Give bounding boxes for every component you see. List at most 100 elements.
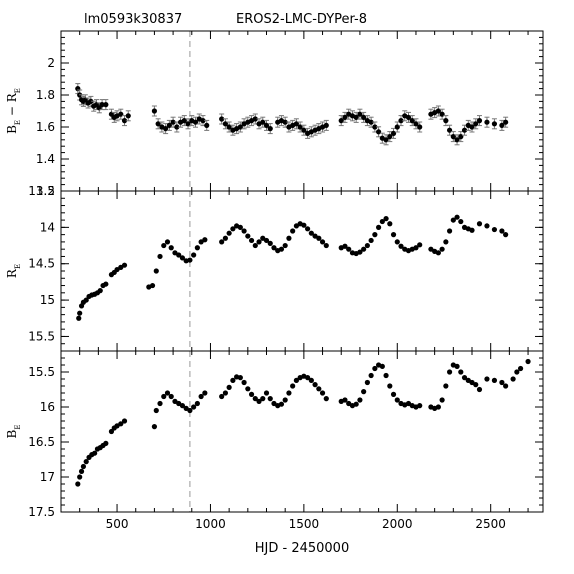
data-point bbox=[174, 124, 180, 130]
x-tick-label: 1500 bbox=[289, 517, 320, 531]
data-point bbox=[282, 242, 288, 249]
data-point bbox=[372, 124, 378, 130]
data-point bbox=[267, 396, 273, 402]
data-point bbox=[161, 242, 167, 249]
chart-title: EROS2-LMC-DYPer-8 bbox=[236, 12, 368, 27]
data-point bbox=[286, 235, 292, 241]
data-point bbox=[271, 245, 277, 251]
data-point bbox=[484, 223, 490, 229]
data-point bbox=[219, 239, 225, 245]
data-point bbox=[108, 428, 115, 435]
data-point bbox=[364, 242, 370, 249]
panel-frame bbox=[60, 190, 544, 352]
y-tick-label: 15.5 bbox=[28, 329, 55, 343]
data-point bbox=[413, 245, 419, 251]
data-point bbox=[398, 118, 404, 124]
data-point bbox=[387, 383, 393, 389]
data-point bbox=[83, 297, 89, 303]
y-tick-label: 15 bbox=[40, 293, 55, 307]
data-point bbox=[187, 407, 193, 414]
data-point bbox=[390, 391, 397, 397]
data-point bbox=[92, 450, 98, 456]
data-point bbox=[484, 119, 490, 125]
panel-frame bbox=[60, 350, 544, 513]
data-point bbox=[153, 268, 159, 274]
data-point bbox=[245, 386, 251, 392]
data-point bbox=[164, 239, 171, 245]
data-point bbox=[342, 397, 348, 403]
panel-top: 1.2 1.4 1.6 1.8 2 BE − RE bbox=[5, 30, 544, 198]
data-point bbox=[282, 397, 288, 403]
y-tick-label: 14.5 bbox=[28, 257, 55, 271]
data-point bbox=[176, 252, 182, 258]
data-point bbox=[503, 232, 509, 238]
data-point bbox=[80, 463, 87, 470]
y-tick-label: 16.5 bbox=[28, 435, 55, 449]
data-point bbox=[368, 119, 374, 125]
data-point bbox=[372, 365, 378, 372]
data-point bbox=[252, 396, 258, 402]
data-point bbox=[323, 396, 329, 402]
data-point bbox=[383, 137, 389, 143]
data-point bbox=[187, 257, 193, 263]
data-point bbox=[338, 118, 344, 124]
data-point bbox=[525, 358, 531, 365]
data-point bbox=[458, 369, 464, 375]
data-point bbox=[301, 222, 307, 228]
data-point bbox=[241, 379, 247, 386]
data-point bbox=[446, 228, 453, 234]
data-point bbox=[121, 118, 128, 124]
y-axis-label: BE bbox=[5, 425, 22, 439]
data-point bbox=[202, 237, 208, 243]
data-point bbox=[88, 98, 94, 104]
data-point bbox=[151, 108, 158, 114]
data-point bbox=[316, 235, 322, 241]
data-point bbox=[78, 468, 85, 474]
data-point bbox=[394, 397, 400, 403]
data-point bbox=[491, 377, 498, 383]
data-point bbox=[179, 403, 186, 409]
data-point bbox=[461, 375, 468, 381]
data-point bbox=[361, 389, 367, 395]
data-point bbox=[248, 237, 255, 244]
data-point bbox=[226, 230, 232, 236]
data-point bbox=[263, 237, 270, 244]
data-point bbox=[230, 377, 236, 383]
data-point bbox=[342, 243, 348, 249]
data-point bbox=[346, 246, 352, 252]
x-tick-label: 2000 bbox=[382, 517, 413, 531]
data-point bbox=[125, 113, 131, 119]
data-point bbox=[83, 459, 89, 465]
data-point bbox=[198, 393, 204, 400]
data-point bbox=[461, 127, 468, 133]
data-point bbox=[435, 250, 441, 256]
data-point bbox=[499, 379, 505, 386]
data-point bbox=[319, 239, 326, 245]
data-point bbox=[390, 232, 397, 238]
data-point bbox=[161, 393, 167, 400]
data-point bbox=[484, 376, 490, 382]
data-point bbox=[157, 253, 163, 260]
data-point bbox=[297, 124, 303, 130]
data-point bbox=[394, 239, 400, 245]
data-point bbox=[323, 242, 329, 249]
x-tick-label: 2500 bbox=[475, 517, 506, 531]
data-point bbox=[383, 372, 389, 379]
data-point bbox=[230, 226, 236, 232]
y-tick-label: 1.2 bbox=[36, 184, 55, 198]
data-point bbox=[491, 121, 498, 127]
data-point bbox=[439, 246, 445, 252]
data-point bbox=[305, 375, 311, 381]
data-point bbox=[267, 126, 273, 132]
data-point bbox=[191, 252, 197, 258]
data-point bbox=[443, 383, 449, 389]
data-point bbox=[476, 118, 483, 124]
data-point bbox=[443, 239, 449, 245]
data-point bbox=[149, 282, 156, 289]
data-point bbox=[417, 403, 423, 409]
data-point bbox=[219, 116, 225, 122]
data-point bbox=[168, 393, 174, 400]
data-point bbox=[179, 255, 186, 261]
data-point bbox=[237, 224, 243, 230]
